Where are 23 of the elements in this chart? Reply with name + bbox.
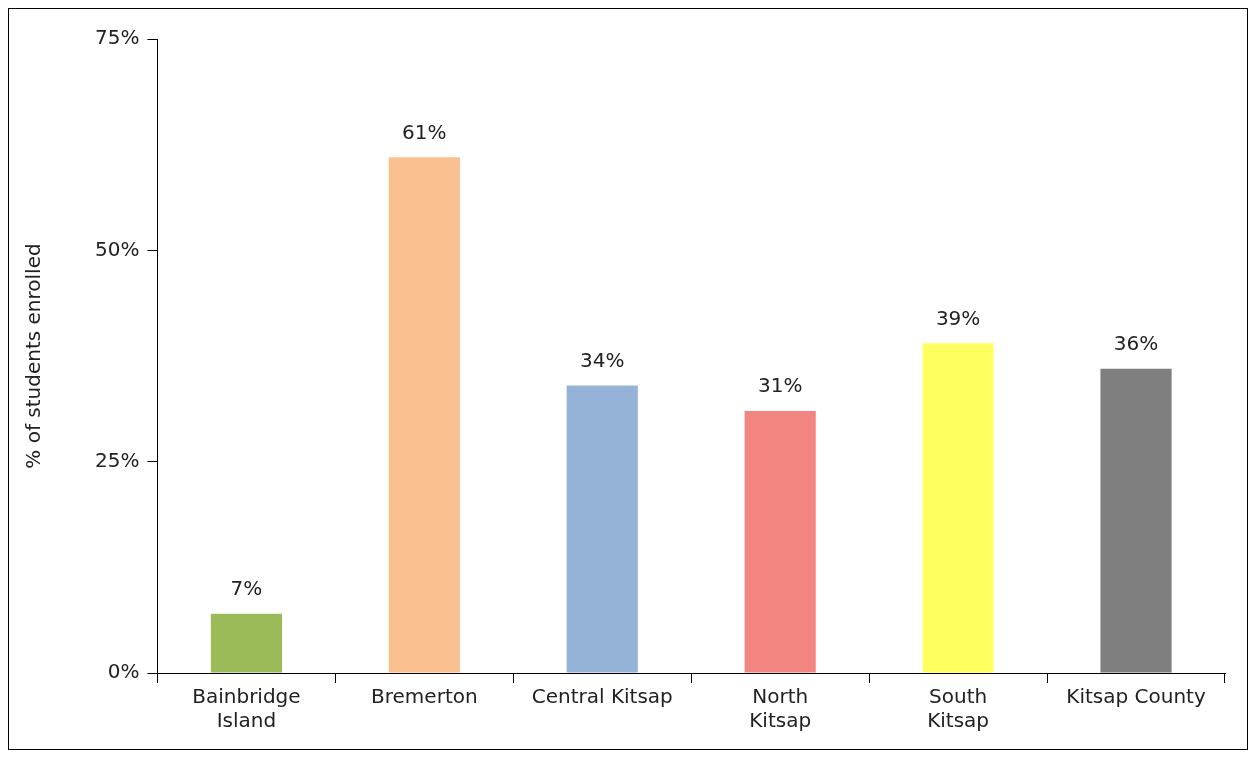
bar	[1100, 368, 1172, 673]
data-label: 31%	[757, 373, 803, 398]
x-tick-label: Bremerton	[371, 684, 478, 709]
bar	[210, 613, 282, 673]
y-tick-label: 50%	[95, 236, 140, 261]
data-label: 36%	[1113, 330, 1159, 355]
data-label: 34%	[580, 347, 625, 372]
x-tick-label: Bainbridge Island	[192, 684, 301, 733]
x-tick-label: Central Kitsap	[531, 684, 673, 709]
x-tick-label: North Kitsap	[749, 684, 812, 733]
bar	[388, 157, 460, 673]
bar	[744, 410, 816, 673]
x-tick-label: Kitsap County	[1066, 684, 1206, 709]
x-tick-label: South Kitsap	[927, 684, 990, 733]
bar	[566, 385, 638, 673]
y-axis-title: % of students enrolled	[21, 243, 46, 469]
y-tick-label: 75%	[95, 25, 140, 50]
bar	[922, 343, 994, 673]
y-tick-label: 0%	[107, 659, 140, 684]
data-label: 7%	[230, 576, 263, 601]
data-label: 61%	[402, 119, 447, 144]
data-label: 39%	[935, 305, 981, 330]
y-tick-label: 25%	[95, 447, 140, 472]
